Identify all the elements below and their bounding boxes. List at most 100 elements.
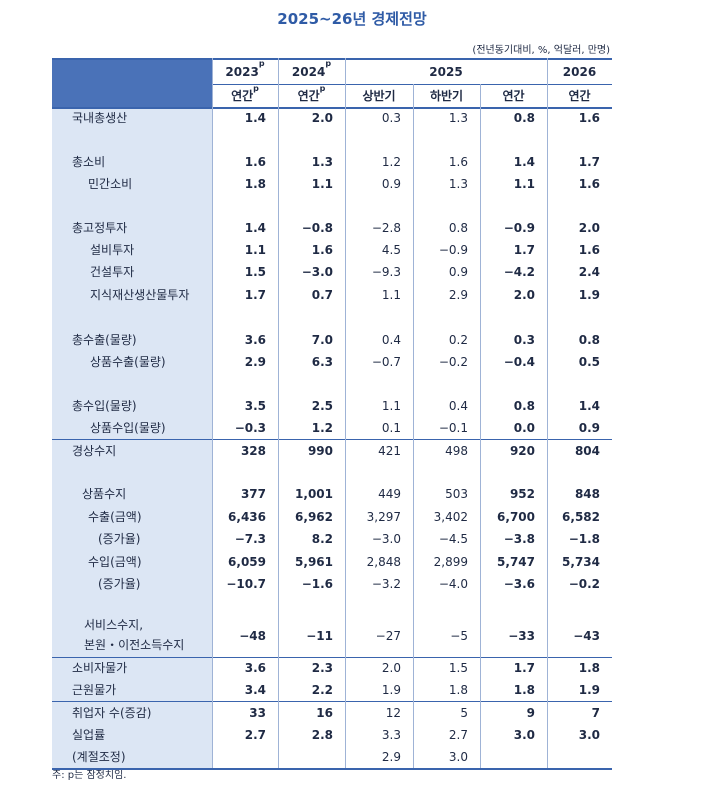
footnote: 주: p는 잠정치임. [52,770,127,781]
cell: 0.8 [448,221,468,235]
cell: 1.1 [381,288,401,302]
cell: 12 [385,706,401,720]
cell: 5 [460,706,468,720]
header-text: 연간 [502,89,525,103]
cell: 503 [445,487,468,501]
rule [212,58,213,768]
cell: 1.8 [244,177,266,191]
row-label: 서비스수지, [84,618,144,632]
cell: 5,747 [497,555,535,569]
row-label: 총수출(물량) [72,333,137,347]
row-label: (증가율) [98,532,141,546]
cell: 1.9 [381,683,401,697]
cell: −3.0 [371,532,401,546]
cell: 3.4 [244,683,266,697]
cell: 498 [445,444,468,458]
cell: 2.7 [244,728,266,742]
cell: −0.3 [234,421,266,435]
cell: −48 [239,629,266,643]
cell: 6,962 [295,510,333,524]
cell: 377 [240,487,266,501]
cell: 952 [509,487,535,501]
cell: 2.8 [311,728,333,742]
rule [52,701,612,702]
cell: 449 [378,487,401,501]
header-text: 연간 [568,89,591,103]
cell: −3.2 [371,577,401,591]
cell: 1.8 [448,683,468,697]
cell: 0.0 [513,421,535,435]
title: 2025~26년 경제전망 [277,10,427,28]
cell: 1.5 [448,661,468,675]
cell: −9.3 [371,265,401,279]
cell: 3.6 [244,333,266,347]
row-label: 국내총생산 [72,111,128,125]
cell: 2.0 [578,221,600,235]
cell: −0.2 [568,577,600,591]
cell: 4.5 [381,243,401,257]
cell: 3.3 [381,728,401,742]
cell: 421 [378,444,401,458]
row-label: 상품수입(물량) [90,421,166,435]
row-label: (증가율) [98,577,141,591]
header-cell: 하반기 [413,85,480,107]
cell: 328 [240,444,266,458]
cell: −3.0 [301,265,333,279]
row-label: 실업률 [72,728,106,742]
rule [52,439,612,440]
header-cell: 2025 [345,60,547,84]
cell: 8.2 [311,532,333,546]
cell: 6,700 [497,510,535,524]
row-label: 총고정투자 [72,221,128,235]
cell: −1.6 [301,577,333,591]
rule [52,657,612,658]
rule [278,58,279,768]
cell: 1.8 [513,683,535,697]
row-label: 총수입(물량) [72,399,137,413]
cell: 0.3 [513,333,535,347]
rule [52,58,612,60]
cell: 1.8 [578,661,600,675]
cell: 2.0 [513,288,535,302]
cell: 0.8 [578,333,600,347]
cell: 1.4 [244,111,266,125]
cell: 1.6 [244,155,266,169]
cell: 2.9 [381,750,401,764]
cell: 2.7 [448,728,468,742]
cell: −2.8 [371,221,401,235]
cell: 1.7 [513,661,535,675]
row-label: (계절조정) [72,750,126,764]
cell: 1.7 [578,155,600,169]
cell: 1.3 [448,111,468,125]
cell: 3.5 [244,399,266,413]
cell: −0.9 [503,221,535,235]
cell: −0.2 [438,355,468,369]
cell: 0.5 [578,355,600,369]
cell: 1.6 [578,243,600,257]
cell: −1.8 [568,532,600,546]
header-cell: 상반기 [345,85,413,107]
cell: 1.7 [513,243,535,257]
cell: −3.6 [503,577,535,591]
cell: 16 [316,706,333,720]
label-column [52,108,212,768]
cell: −43 [573,629,600,643]
rule [547,58,548,768]
header-text: 상반기 [362,89,396,103]
cell: 1.3 [448,177,468,191]
cell: −0.1 [438,421,468,435]
row-label: 취업자 수(증감) [72,706,152,720]
cell: −10.7 [226,577,266,591]
cell: 2.5 [311,399,333,413]
cell: 0.3 [381,111,401,125]
cell: −3.8 [503,532,535,546]
header-sup: p [325,59,332,68]
cell: 3.6 [244,661,266,675]
cell: −4.2 [503,265,535,279]
cell: −27 [375,629,401,643]
cell: 0.4 [381,333,401,347]
unit-note: (전년동기대비, %, 억달러, 만명) [472,45,610,56]
cell: 5,961 [295,555,333,569]
cell: 1.1 [244,243,266,257]
